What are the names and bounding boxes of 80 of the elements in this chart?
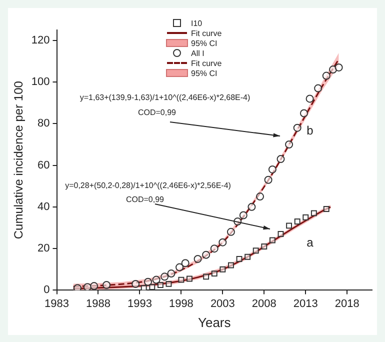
- point: [102, 280, 111, 289]
- annotation: b: [306, 123, 314, 138]
- y-tick-label: 60: [38, 159, 50, 172]
- point: [300, 109, 308, 118]
- x-tick-label: 2013: [293, 298, 318, 310]
- point: [73, 284, 82, 290]
- point: [83, 283, 92, 290]
- point: [239, 211, 248, 220]
- point: [181, 259, 190, 268]
- point: [278, 231, 284, 237]
- point: [90, 282, 98, 290]
- point: [322, 72, 330, 80]
- point: [149, 284, 156, 290]
- point: [176, 263, 184, 272]
- annotation: y=1,63+(139,9-1,63)/1+10^((2,46E6-x)*2,68E-4): [80, 93, 250, 102]
- point: [226, 228, 235, 236]
- y-tick-label: 120: [31, 34, 50, 46]
- point: [256, 192, 264, 201]
- point: [285, 140, 294, 148]
- point: [194, 254, 202, 263]
- x-tick-label: 2008: [252, 298, 276, 310]
- x-tick-label: 1998: [168, 298, 194, 310]
- point: [218, 238, 227, 246]
- x-axis-title: Years: [198, 314, 232, 330]
- annotation: a: [306, 235, 314, 250]
- y-tick-label: 80: [38, 118, 50, 130]
- point: [132, 280, 140, 288]
- point: [334, 63, 343, 72]
- legend-label: Fit curve: [191, 28, 222, 38]
- point: [310, 210, 317, 216]
- annotation: y=0,28+(50,2-0,28)/1+10^((2,46E6-x)*2,56E-4): [65, 181, 232, 190]
- y-tick-label: 40: [38, 200, 50, 213]
- x-tick-label: 1993: [127, 298, 152, 310]
- point: [220, 266, 226, 272]
- point: [329, 66, 338, 74]
- point: [252, 248, 259, 254]
- x-tick-label: 1988: [86, 298, 110, 310]
- point: [152, 276, 160, 284]
- point: [293, 124, 302, 132]
- x-tick-label: 2018: [334, 298, 360, 310]
- point: [210, 244, 218, 253]
- annotation: 95% CI: [191, 38, 218, 48]
- point: [202, 250, 210, 259]
- legend-label: I10: [191, 18, 202, 28]
- point: [211, 270, 218, 277]
- point: [306, 94, 314, 103]
- point: [228, 262, 234, 268]
- legend-label: All I: [191, 48, 204, 58]
- point: [160, 272, 169, 281]
- point: [157, 282, 164, 288]
- point: [166, 280, 172, 287]
- point: [236, 256, 242, 262]
- point: [276, 155, 285, 164]
- point: [302, 214, 309, 220]
- point: [167, 270, 176, 278]
- point: [244, 254, 251, 260]
- x-tick-label: 2003: [210, 298, 235, 310]
- x-tick-label: 1983: [44, 298, 69, 310]
- point: [269, 237, 276, 244]
- point: [140, 285, 147, 290]
- point: [186, 276, 192, 282]
- point: [248, 202, 256, 211]
- point: [268, 165, 276, 174]
- point: [314, 84, 322, 92]
- point: [203, 274, 210, 280]
- point: [294, 218, 300, 224]
- y-tick-label: 20: [38, 242, 50, 255]
- annotation: COD=0,99: [138, 108, 177, 118]
- annotation: 95% CI: [191, 68, 218, 78]
- point: [261, 244, 268, 250]
- point: [264, 176, 272, 184]
- y-tick-label: 0: [44, 284, 50, 296]
- annotation: COD=0,99: [126, 195, 165, 204]
- point: [144, 278, 152, 286]
- point: [178, 276, 184, 283]
- point: [323, 206, 330, 212]
- legend-label: Fit curve: [191, 58, 222, 68]
- point: [286, 222, 292, 229]
- y-tick-label: 100: [31, 76, 50, 88]
- y-axis-title: Cumulative incidence per 100: [12, 80, 26, 240]
